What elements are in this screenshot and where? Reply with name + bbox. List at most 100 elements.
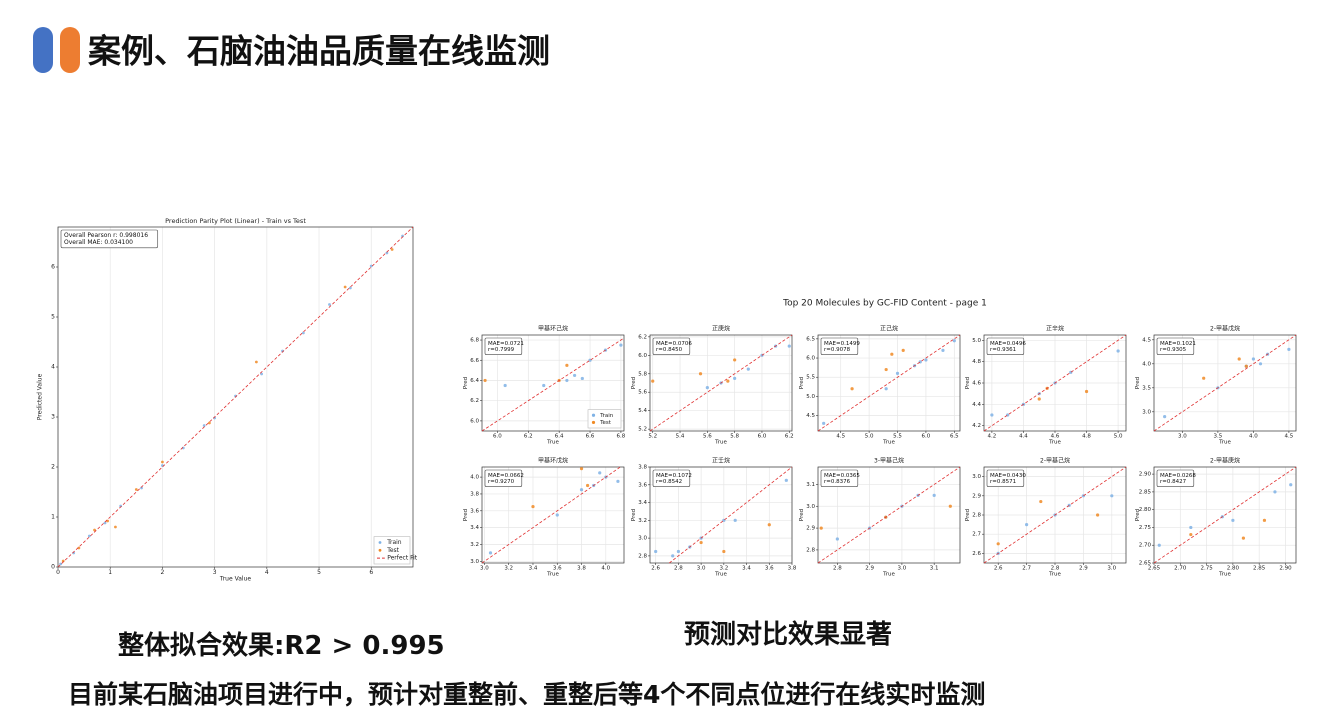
y-tick-label: 4.5 — [806, 413, 815, 419]
x-tick-label: 3.4 — [742, 565, 751, 571]
chart-title: 甲基环己烷 — [538, 325, 568, 333]
y-tick-label: 6 — [51, 264, 55, 271]
annotation: r=0.9361 — [990, 347, 1016, 353]
x-tick-label: 3.8 — [788, 565, 797, 571]
reference-line — [1153, 466, 1297, 564]
x-axis-label: True — [1218, 440, 1231, 446]
point — [1039, 499, 1043, 504]
chart-title: 2-甲基庚烷 — [1210, 457, 1240, 465]
chart-title: Prediction Parity Plot (Linear) - Train … — [165, 217, 306, 225]
annotation: r=0.8450 — [656, 347, 683, 353]
plot-frame — [649, 466, 793, 564]
reference-line — [57, 226, 414, 568]
point — [884, 387, 888, 391]
y-tick-label: 3.8 — [470, 491, 479, 497]
point — [1096, 513, 1100, 517]
y-tick-label: 2.8 — [972, 513, 981, 519]
plot-frame — [983, 334, 1127, 432]
blue-pill-icon — [33, 27, 53, 73]
point — [503, 383, 507, 388]
point — [1289, 483, 1293, 487]
x-tick-label: 4.0 — [1249, 433, 1258, 439]
x-tick-label: 3.0 — [1107, 565, 1116, 571]
point — [1116, 349, 1120, 353]
y-tick-label: 5.0 — [806, 394, 815, 400]
point — [884, 367, 888, 372]
y-tick-label: 5 — [51, 314, 55, 321]
point — [555, 513, 559, 517]
x-tick-label: 6.6 — [586, 433, 595, 439]
x-tick-label: 4.5 — [836, 433, 845, 439]
point — [542, 383, 546, 388]
x-tick-label: 6.2 — [524, 433, 533, 439]
y-tick-label: 3 — [51, 414, 55, 421]
plot-frame — [1153, 334, 1297, 432]
point — [385, 251, 389, 255]
y-axis-label: Pred — [631, 377, 637, 389]
point — [1258, 362, 1263, 366]
reference-line — [669, 466, 793, 564]
annotation: MAE=0.0706 — [656, 341, 692, 347]
y-axis-label: Pred — [799, 509, 805, 521]
x-tick-label: 4.6 — [1051, 433, 1060, 439]
point — [369, 264, 373, 268]
x-tick-label: 3.0 — [898, 565, 907, 571]
point — [932, 493, 936, 497]
x-tick-label: 2.9 — [1079, 565, 1088, 571]
annotation-box — [652, 337, 691, 355]
point — [1273, 490, 1277, 494]
y-tick-label: 0 — [51, 564, 55, 571]
point — [822, 421, 826, 425]
reference-line — [481, 466, 621, 564]
point — [87, 534, 91, 538]
point — [573, 373, 577, 378]
reference-line — [1153, 334, 1297, 432]
point — [990, 413, 994, 417]
slide-title: 案例、石脑油油品质量在线监测 — [88, 32, 550, 71]
y-axis-label: Pred — [1135, 509, 1141, 521]
point — [924, 358, 928, 362]
y-tick-label: 4.2 — [972, 423, 981, 429]
x-tick-label: 0 — [56, 569, 60, 576]
point — [746, 367, 750, 371]
x-tick-label: 4.4 — [1019, 433, 1028, 439]
x-tick-label: 6.5 — [950, 433, 959, 439]
x-tick-label: 2.9 — [865, 565, 874, 571]
y-tick-label: 5.5 — [806, 375, 815, 381]
x-tick-label: 5.2 — [648, 433, 657, 439]
y-tick-label: 2 — [51, 464, 55, 471]
x-axis-label: True — [714, 572, 727, 578]
annotation-box — [820, 469, 859, 487]
x-tick-label: 2.8 — [674, 565, 683, 571]
y-tick-label: 2.90 — [1139, 472, 1152, 478]
grid-title: Top 20 Molecules by GC-FID Content - pag… — [782, 299, 987, 309]
x-tick-label: 5.8 — [730, 433, 739, 439]
point — [1244, 364, 1248, 368]
x-tick-label: 3.1 — [930, 565, 939, 571]
point — [260, 372, 264, 376]
x-tick-label: 4.5 — [1285, 433, 1294, 439]
point — [348, 286, 352, 290]
point — [890, 352, 894, 356]
point — [565, 378, 569, 383]
y-tick-label: 2.9 — [972, 493, 981, 499]
y-axis-label: Predicted Value — [37, 373, 44, 420]
plot-frame — [481, 466, 625, 564]
legend-label: Perfect Fit — [387, 555, 418, 562]
point — [948, 504, 952, 508]
point — [343, 285, 347, 289]
x-tick-label: 6.4 — [555, 433, 564, 439]
point — [733, 376, 737, 380]
y-tick-label: 2.75 — [1139, 525, 1152, 531]
y-tick-label: 3.5 — [1142, 385, 1151, 391]
y-tick-label: 1 — [51, 514, 55, 521]
y-tick-label: 2.9 — [806, 526, 815, 532]
point — [722, 549, 726, 554]
y-tick-label: 4 — [51, 364, 55, 371]
annotation: MAE=0.0365 — [824, 473, 860, 479]
annotation: MAE=0.1021 — [1160, 341, 1196, 347]
y-tick-label: 2.70 — [1139, 543, 1152, 549]
point — [819, 526, 823, 530]
x-tick-label: 5.4 — [676, 433, 685, 439]
annotation: Overall Pearson r: 0.998016 — [64, 232, 148, 239]
